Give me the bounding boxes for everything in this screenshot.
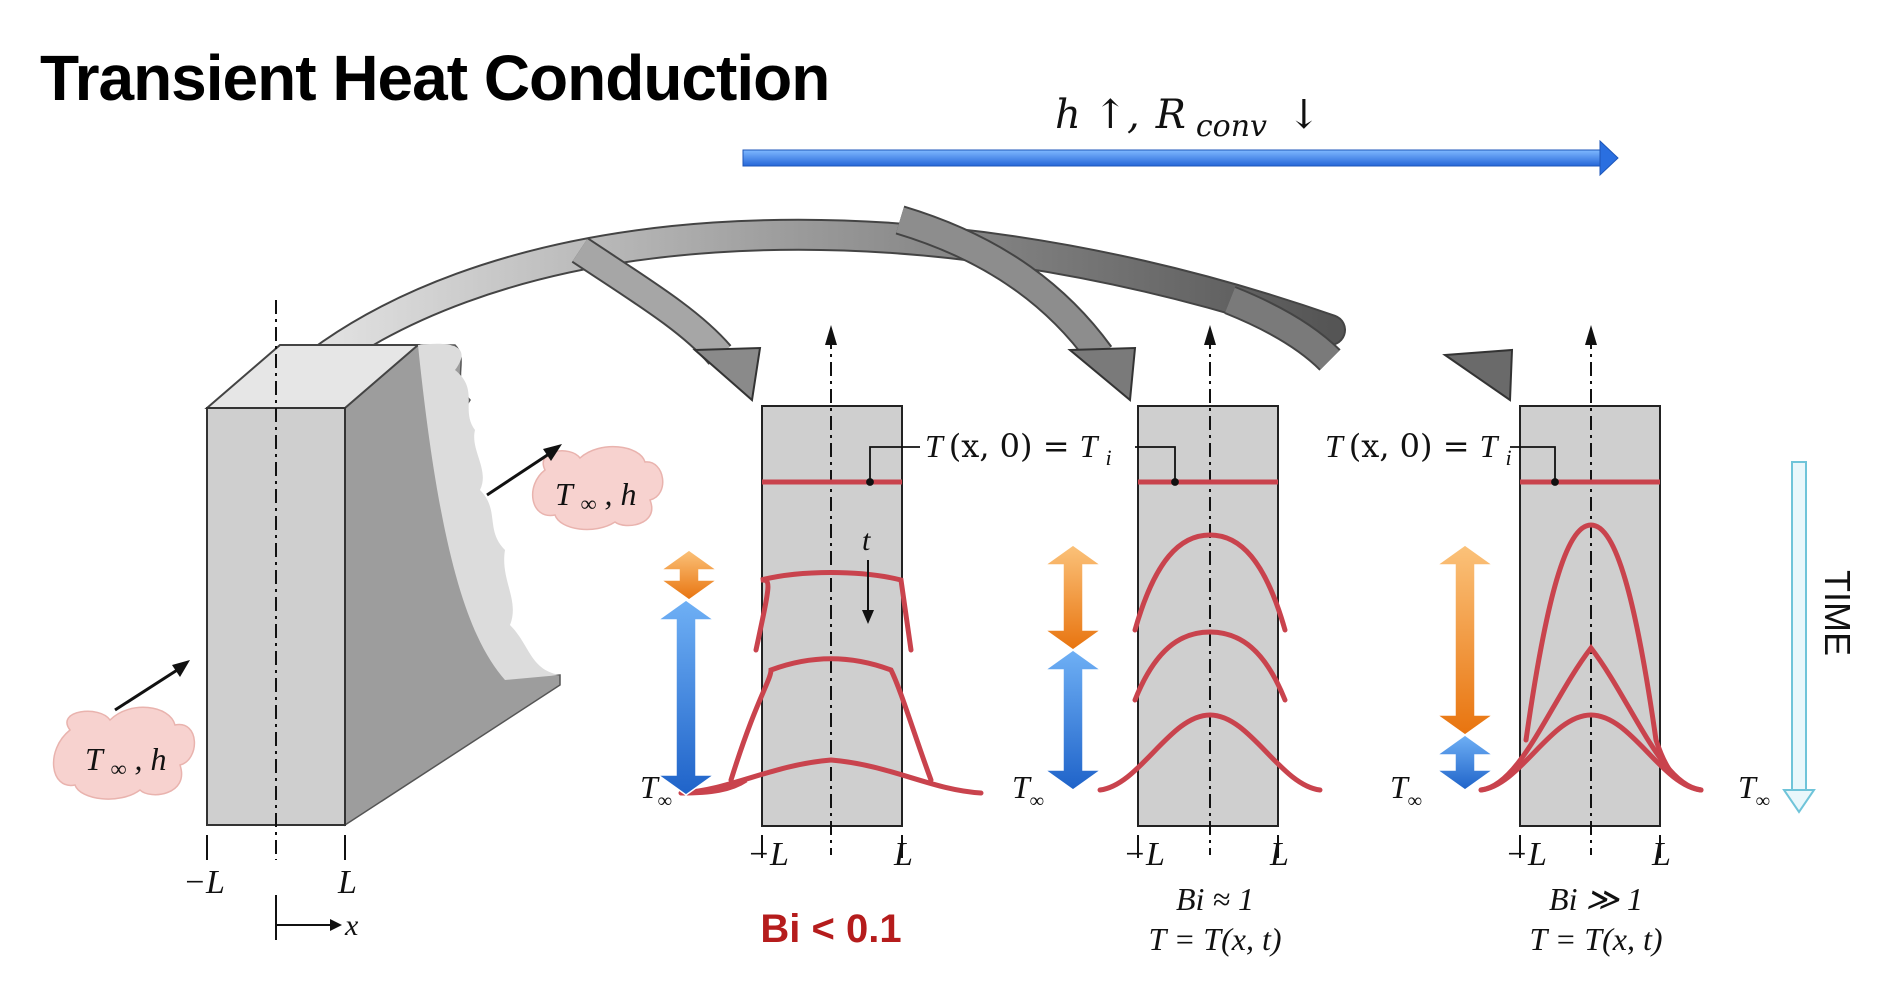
fluid-bubble-left bbox=[53, 660, 196, 800]
time-arrow bbox=[1782, 461, 1816, 814]
profile-curve-2 bbox=[1478, 643, 1704, 793]
fluid-right-label: T ∞ , h bbox=[555, 476, 636, 518]
panel-labels: −L LBi < 0.1−L LBi ≈ 1T = T(x, t)−L LBi ≫ 1… bbox=[747, 836, 1671, 957]
panel-minus-l: −L bbox=[1123, 836, 1165, 873]
orange-delta-arrow-1 bbox=[658, 549, 720, 601]
profile-curve-1 bbox=[753, 570, 914, 653]
profile-curve-1 bbox=[1132, 532, 1288, 633]
bi-label-bi-large: Bi ≫ 1 bbox=[1549, 881, 1643, 917]
time-symbol: t bbox=[862, 524, 871, 557]
initial-condition-label-2: T (x, 0) = T i bbox=[1325, 427, 1512, 470]
profile-curve-2 bbox=[728, 656, 934, 783]
t-inf-2: T∞ bbox=[1012, 769, 1044, 812]
delta-arrows bbox=[655, 544, 1496, 796]
bi-label-small: Bi < 0.1 bbox=[760, 907, 901, 951]
slab-plus-l: L bbox=[337, 864, 357, 901]
profile-curve-3 bbox=[1097, 712, 1323, 793]
h-increase-arrow bbox=[742, 139, 1619, 177]
bi-label-bi-one: Bi ≈ 1 bbox=[1176, 881, 1254, 917]
t-inf-3: T∞ bbox=[1390, 769, 1422, 812]
profile-curve-2 bbox=[1132, 629, 1288, 703]
x-axis-label: x bbox=[344, 909, 359, 942]
temperature-axis-arrowhead bbox=[1585, 325, 1597, 345]
orange-delta-arrow-2 bbox=[1042, 544, 1104, 651]
fluid-left-label: T ∞ , h bbox=[85, 741, 166, 783]
temperature-axis-arrowhead bbox=[825, 325, 837, 345]
panel-bi-small bbox=[678, 325, 984, 858]
panel-plus-l: L bbox=[1651, 836, 1671, 873]
temperature-axis-arrowhead bbox=[1204, 325, 1216, 345]
panel-plus-l: L bbox=[893, 836, 913, 873]
temperature-profiles bbox=[1478, 522, 1704, 793]
temperature-function-bi-large: T = T(x, t) bbox=[1529, 921, 1662, 957]
orange-delta-arrow-3 bbox=[1434, 544, 1496, 736]
panel-minus-l: −L bbox=[1505, 836, 1547, 873]
fluid-bubble-right bbox=[486, 444, 664, 531]
temperature-profiles bbox=[1097, 532, 1323, 793]
blue-delta-arrow-1 bbox=[655, 599, 717, 796]
t-inf-labels: T∞ T∞ T∞ T∞ bbox=[640, 769, 1770, 812]
initial-condition-leaders bbox=[866, 446, 1559, 486]
h-rconv-label: h ↑, R conv ↓ bbox=[1055, 92, 1321, 145]
plane-wall bbox=[204, 300, 561, 940]
panel-plus-l: L bbox=[1269, 836, 1289, 873]
slab-minus-l: −L bbox=[183, 864, 225, 901]
panel-minus-l: −L bbox=[747, 836, 789, 873]
blue-delta-arrow-3 bbox=[1434, 734, 1496, 791]
temperature-function-bi-one: T = T(x, t) bbox=[1148, 921, 1281, 957]
profile-curve-3 bbox=[1478, 712, 1704, 793]
time-label: TIME bbox=[1817, 570, 1858, 656]
t-inf-1: T∞ bbox=[640, 769, 672, 812]
page-title: Transient Heat Conduction bbox=[40, 42, 829, 114]
profile-curve-3 bbox=[678, 757, 984, 796]
blue-delta-arrow-2 bbox=[1042, 649, 1104, 791]
slab-section bbox=[1137, 405, 1279, 827]
t-inf-4: T∞ bbox=[1738, 769, 1770, 812]
panel-bi-large bbox=[1478, 325, 1704, 858]
curved-arrows bbox=[259, 205, 1514, 416]
profile-panels bbox=[678, 325, 1704, 858]
time-symbol-arrowhead bbox=[862, 610, 874, 624]
panel-bi-one bbox=[1097, 325, 1323, 858]
initial-condition-label-1: T (x, 0) = T i bbox=[925, 427, 1112, 470]
